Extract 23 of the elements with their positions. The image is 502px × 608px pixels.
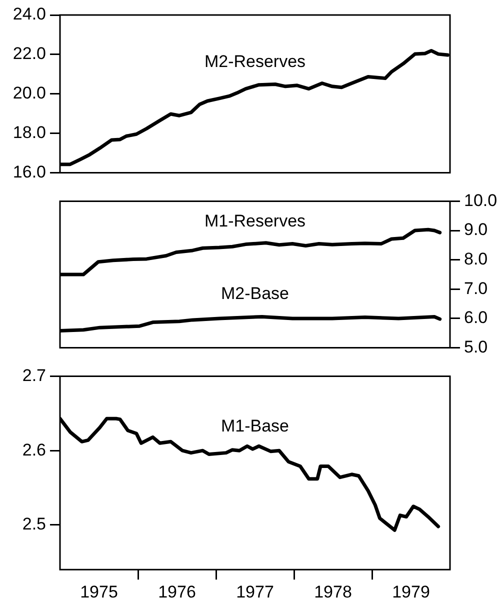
- series-label: M1-Reserves: [204, 211, 306, 230]
- y2-tick-label: 7.0: [464, 278, 488, 298]
- y2-tick-label: 9.0: [464, 220, 488, 240]
- y-tick-label: 18.0: [12, 123, 46, 142]
- x-tick-label: 1976: [158, 582, 196, 602]
- x-tick-label: 1979: [392, 582, 430, 602]
- y2-tick-label: 10.0: [464, 190, 498, 210]
- y2-tick-label: 6.0: [464, 308, 488, 328]
- series-label: M2-Base: [220, 284, 290, 303]
- y-tick-label: 2.5: [22, 514, 46, 534]
- y-tick-label: 22.0: [12, 44, 46, 64]
- y-tick-label: 2.6: [22, 440, 46, 460]
- y-tick-label: 24.0: [12, 4, 46, 24]
- y2-tick-label: 8.0: [464, 250, 488, 269]
- y-tick-label: 2.7: [22, 366, 46, 385]
- y2-tick-label: 5.0: [464, 337, 488, 356]
- y-tick-label: 16.0: [12, 162, 46, 182]
- series-label: M1-Base: [220, 416, 290, 436]
- series-label: M2-Reserves: [204, 52, 306, 72]
- x-tick-label: 1977: [236, 582, 274, 602]
- x-tick-label: 1975: [80, 582, 118, 602]
- x-tick-label: 1978: [314, 582, 352, 602]
- y-tick-label: 20.0: [12, 84, 46, 103]
